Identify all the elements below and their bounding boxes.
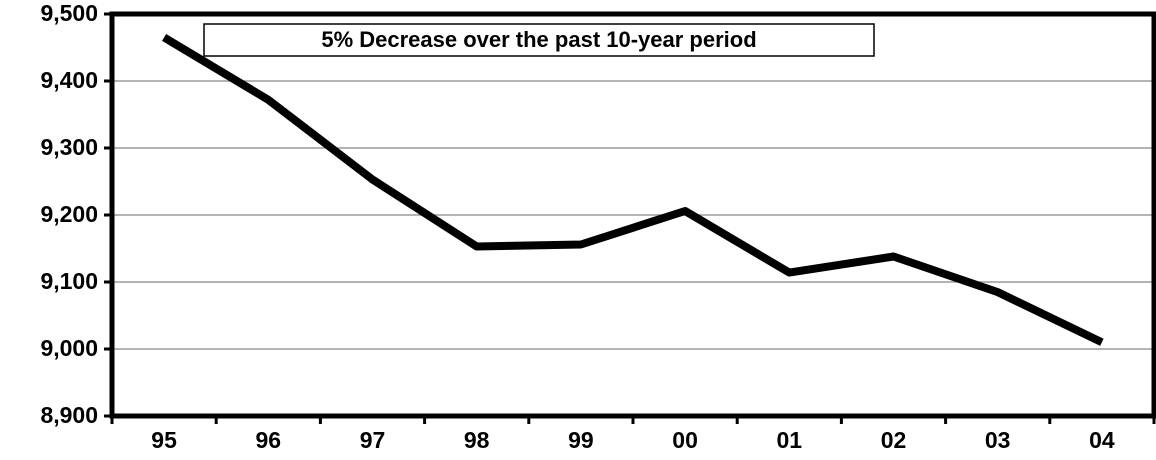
x-tick-label: 04 (1089, 427, 1115, 453)
y-tick-label: 9,100 (40, 268, 98, 294)
y-tick-label: 9,400 (40, 67, 98, 93)
y-tick-label: 8,900 (40, 402, 98, 428)
annotation-text: 5% Decrease over the past 10-year period (321, 27, 756, 52)
series-line (162, 33, 1104, 346)
gridlines (112, 80, 1154, 350)
annotation-box: 5% Decrease over the past 10-year period (203, 23, 875, 57)
y-tick-label: 9,200 (40, 201, 98, 227)
y-tick-label: 9,000 (40, 335, 98, 361)
y-tick-label: 9,500 (40, 0, 98, 26)
y-tick-label: 9,300 (40, 134, 98, 160)
x-tick-label: 99 (568, 427, 594, 453)
x-tick-label: 97 (360, 427, 386, 453)
y-axis-ticks: 8,900 9,000 9,100 9,200 9,300 9,400 9,500 (40, 0, 112, 428)
x-tick-label: 98 (464, 427, 490, 453)
annotation-frame (203, 23, 875, 57)
x-tick-label: 03 (985, 427, 1011, 453)
x-tick-label: 00 (672, 427, 698, 453)
x-axis-ticks: 95 96 97 98 99 00 01 02 03 04 (110, 416, 1156, 453)
x-tick-label: 02 (881, 427, 907, 453)
x-tick-label: 96 (256, 427, 282, 453)
x-tick-label: 01 (777, 427, 803, 453)
series (162, 33, 1104, 346)
x-tick-label: 95 (151, 427, 177, 453)
